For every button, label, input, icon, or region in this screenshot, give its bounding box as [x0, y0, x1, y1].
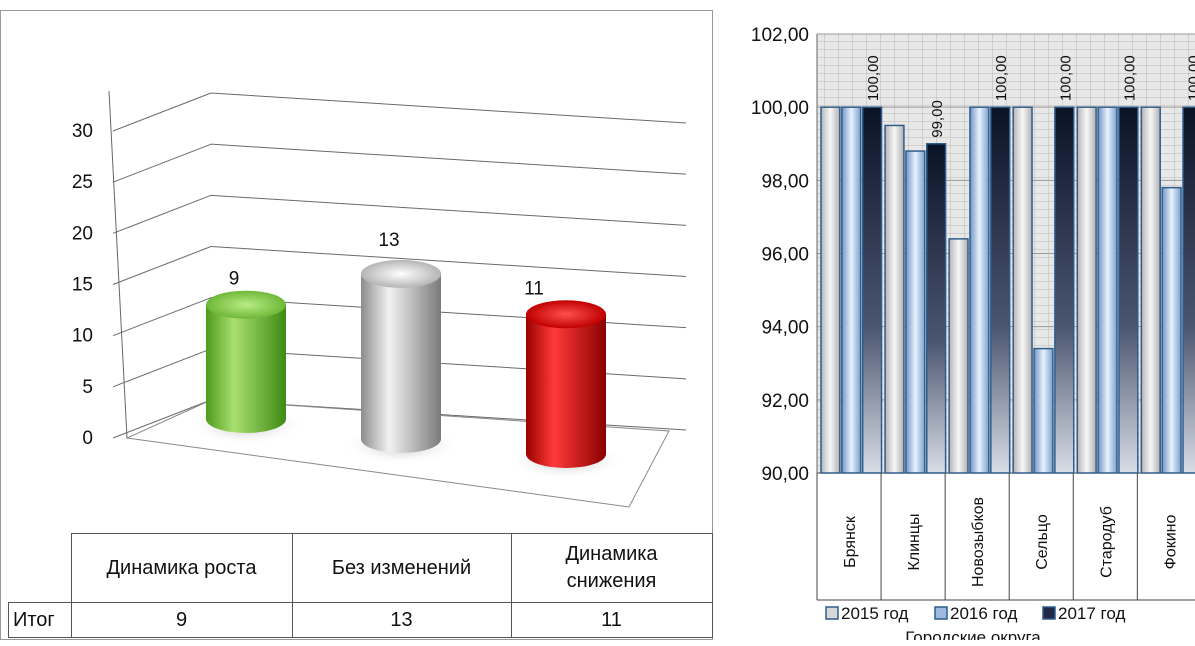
left-data-label: 9	[229, 269, 240, 290]
left-y-tick-label: 30	[72, 121, 93, 142]
cylinder-bar	[361, 273, 441, 453]
table-header-no-change: Без изменений	[291, 533, 512, 603]
legend-entry: 2017 год	[1058, 604, 1125, 623]
left-y-tick-label: 10	[72, 326, 93, 347]
cylinder-top	[206, 290, 286, 319]
cylinder-top	[526, 300, 606, 329]
left-gridline-wall	[112, 92, 212, 132]
table-row-label: Итог	[8, 602, 72, 638]
right-y-tick-label: 96,00	[761, 245, 809, 266]
right-data-label: 100,00	[993, 55, 1010, 101]
right-data-label: 100,00	[865, 55, 882, 101]
right-data-label: 99,00	[929, 100, 946, 138]
left-y-tick-label: 5	[82, 377, 93, 398]
right-category-label: Новозыбков	[970, 497, 987, 587]
left-gridline-wall	[112, 246, 212, 285]
right-category-label: Фокино	[1162, 515, 1179, 570]
right-bar	[905, 150, 926, 474]
legend-entry: 2016 год	[950, 604, 1017, 623]
right-y-tick-label: 98,00	[761, 171, 809, 192]
right-bar	[1118, 106, 1139, 474]
right-bar	[1182, 106, 1195, 474]
left-gridline-back	[210, 92, 687, 124]
left-gridline-wall	[112, 194, 212, 234]
right-chart-data-labels: 100,00 99,00 100,00 100,00 100,00 100,00	[865, 55, 1195, 137]
top-strip	[0, 0, 1195, 10]
right-bar	[969, 106, 990, 474]
legend-swatch	[934, 606, 948, 620]
left-data-label: 11	[524, 278, 544, 299]
table-value-no-change: 13	[291, 602, 512, 638]
right-y-tick-label: 92,00	[761, 391, 809, 412]
right-data-label: 100,00	[1057, 55, 1074, 101]
left-y-tick-label: 25	[72, 172, 93, 193]
right-category-label: Стародуб	[1098, 506, 1115, 578]
right-bar	[990, 106, 1011, 474]
left-y-tick-label: 15	[72, 275, 93, 296]
left-gridline-wall	[112, 297, 212, 337]
right-y-tick-label: 90,00	[761, 464, 809, 485]
legend-swatch	[825, 606, 839, 620]
table-value-growth: 9	[70, 602, 293, 638]
left-chart-bars	[188, 259, 624, 480]
right-chart-x-axis-title: Городские округа	[905, 628, 1041, 640]
cylinder-top	[361, 259, 441, 288]
right-bar	[884, 124, 905, 474]
left-gridline-back	[210, 246, 687, 277]
left-gridline-wall	[112, 348, 212, 388]
right-bar	[1161, 186, 1182, 474]
right-data-label: 100,00	[1185, 55, 1195, 101]
cylinder-bar	[526, 314, 606, 468]
right-chart-bars	[820, 106, 1195, 474]
left-y-tick-label: 0	[82, 428, 93, 449]
right-bar	[1140, 106, 1161, 474]
right-bar	[861, 106, 883, 474]
left-data-label: 13	[378, 230, 399, 251]
right-bar	[926, 143, 947, 474]
left-gridline-back	[210, 143, 687, 175]
table-header-decline: Динамика снижения	[510, 533, 713, 603]
right-bar	[841, 106, 862, 474]
left-gridline-back	[210, 194, 687, 226]
left-chart-data-labels: 9 13 11	[229, 230, 544, 299]
right-chart-y-ticks: 90,00 92,00 94,00 96,00 98,00 100,00 102,00	[751, 25, 809, 485]
right-y-tick-label: 100,00	[751, 98, 809, 119]
right-category-label: Клинцы	[906, 513, 923, 570]
legend-entry: 2015 год	[841, 604, 908, 623]
left-gridline-wall	[112, 143, 212, 183]
left-data-table: Динамика роста Без изменений Динамика сн…	[8, 533, 713, 638]
left-y-tick-label: 20	[72, 223, 93, 244]
right-bar	[948, 238, 969, 474]
left-gridline-back	[210, 348, 687, 380]
right-category-label: Брянск	[842, 515, 859, 568]
right-chart-category-labels: Брянск Клинцы Новозыбков Сельцо Стародуб Фоки…	[816, 473, 1195, 601]
right-bar	[1012, 106, 1033, 474]
right-bar	[1097, 106, 1118, 474]
cylinder-bar	[206, 304, 286, 433]
right-chart-frame: 90,00 92,00 94,00 96,00 98,00 100,00 102,00 10…	[713, 10, 1195, 646]
right-chart-legend: 2015 год 2016 год 2017 год	[825, 604, 1125, 623]
right-category-label: Сельцо	[1034, 514, 1051, 570]
left-chart-y-ticks: 0 5 10 15 20 25 30	[72, 121, 93, 449]
right-bar	[1076, 106, 1097, 474]
right-data-label: 100,00	[1121, 55, 1138, 101]
right-bar	[820, 106, 841, 474]
table-header-growth: Динамика роста	[70, 533, 293, 603]
right-bar	[1033, 347, 1054, 474]
left-chart-gridlines	[108, 90, 687, 508]
right-bar-chart: 90,00 92,00 94,00 96,00 98,00 100,00 102,00 10…	[751, 25, 1195, 646]
left-gridline-wall	[112, 399, 212, 439]
left-gridline-back	[210, 297, 687, 329]
right-y-tick-label: 102,00	[751, 25, 809, 46]
table-value-decline: 11	[510, 602, 713, 638]
left-y-axis	[108, 90, 128, 439]
right-y-tick-label: 94,00	[761, 318, 809, 339]
left-chart-floor	[125, 399, 670, 508]
left-3d-bar-chart: 0 5 10 15 20 25 30 9 13 11	[72, 90, 687, 508]
right-bar	[1054, 106, 1075, 474]
legend-swatch	[1042, 606, 1056, 620]
